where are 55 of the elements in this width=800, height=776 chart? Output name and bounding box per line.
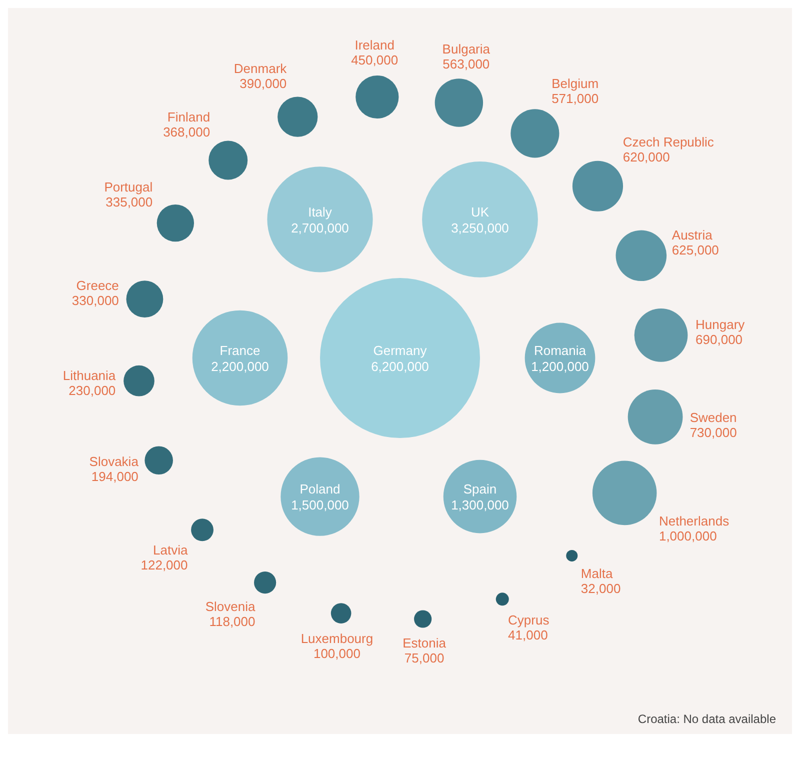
- category-label: Finland: [167, 110, 210, 125]
- category-label: Ireland: [354, 38, 394, 53]
- data-label: 690,000: [696, 332, 743, 348]
- data-label: 122,000: [140, 558, 188, 572]
- data-label: 2,700,000: [291, 220, 349, 236]
- data-label: 230,000: [68, 382, 116, 398]
- category-label: Slovakia: [89, 454, 140, 470]
- category-label: Luxembourg: [300, 630, 374, 646]
- data-label: 6,200,000: [371, 359, 429, 374]
- category-label: Spain: [463, 482, 497, 497]
- category-label: Italy: [308, 204, 332, 220]
- data-label: 571,000: [552, 90, 599, 106]
- data-label: 1,500,000: [291, 498, 349, 513]
- data-label: 2,200,000: [211, 359, 269, 374]
- category-label: Poland: [300, 482, 340, 497]
- category-label: Czech Republic: [622, 134, 714, 150]
- category-label: Belgium: [552, 76, 599, 91]
- category-label: Latvia: [153, 542, 189, 558]
- category-label: Denmark: [234, 60, 288, 76]
- data-label: 620,000: [622, 149, 670, 164]
- category-label: Lithuania: [62, 368, 116, 383]
- data-label: 563,000: [442, 56, 490, 72]
- category-label: Sweden: [690, 410, 737, 425]
- category-label: Austria: [672, 228, 714, 243]
- data-label: 368,000: [163, 124, 210, 140]
- data-label: 118,000: [209, 614, 256, 629]
- category-label: Hungary: [696, 317, 746, 332]
- category-label: UK: [470, 204, 490, 220]
- data-label: 32,000: [580, 581, 621, 596]
- category-label: Malta: [580, 566, 614, 582]
- data-label: 330,000: [72, 293, 119, 308]
- category-label: Slovenia: [205, 598, 256, 614]
- category-label: Portugal: [104, 179, 153, 194]
- data-label: 75,000: [404, 650, 444, 666]
- category-label: Cyprus: [508, 612, 550, 628]
- data-label: 335,000: [106, 194, 153, 210]
- text: Croatia: No data available: [636, 711, 777, 728]
- data-label: 390,000: [240, 76, 287, 91]
- category-label: Romania: [534, 343, 587, 358]
- data-label: 1,200,000: [531, 359, 589, 374]
- category-label: Estonia: [402, 636, 447, 651]
- category-label: Greece: [76, 278, 119, 294]
- data-label: 41,000: [508, 628, 548, 643]
- data-label: 3,250,000: [451, 220, 509, 236]
- category-label: Netherlands: [658, 514, 730, 529]
- data-label: 625,000: [672, 242, 719, 258]
- category-label: Germany: [373, 343, 428, 358]
- data-label: 450,000: [351, 52, 398, 68]
- category-label: Bulgaria: [442, 41, 491, 56]
- category-label: France: [220, 343, 260, 358]
- data-label: 1,300,000: [451, 498, 509, 513]
- data-label: 100,000: [313, 646, 360, 661]
- data-label: 194,000: [91, 469, 138, 484]
- data-label: 1,000,000: [658, 528, 717, 544]
- data-label: 730,000: [690, 424, 737, 440]
